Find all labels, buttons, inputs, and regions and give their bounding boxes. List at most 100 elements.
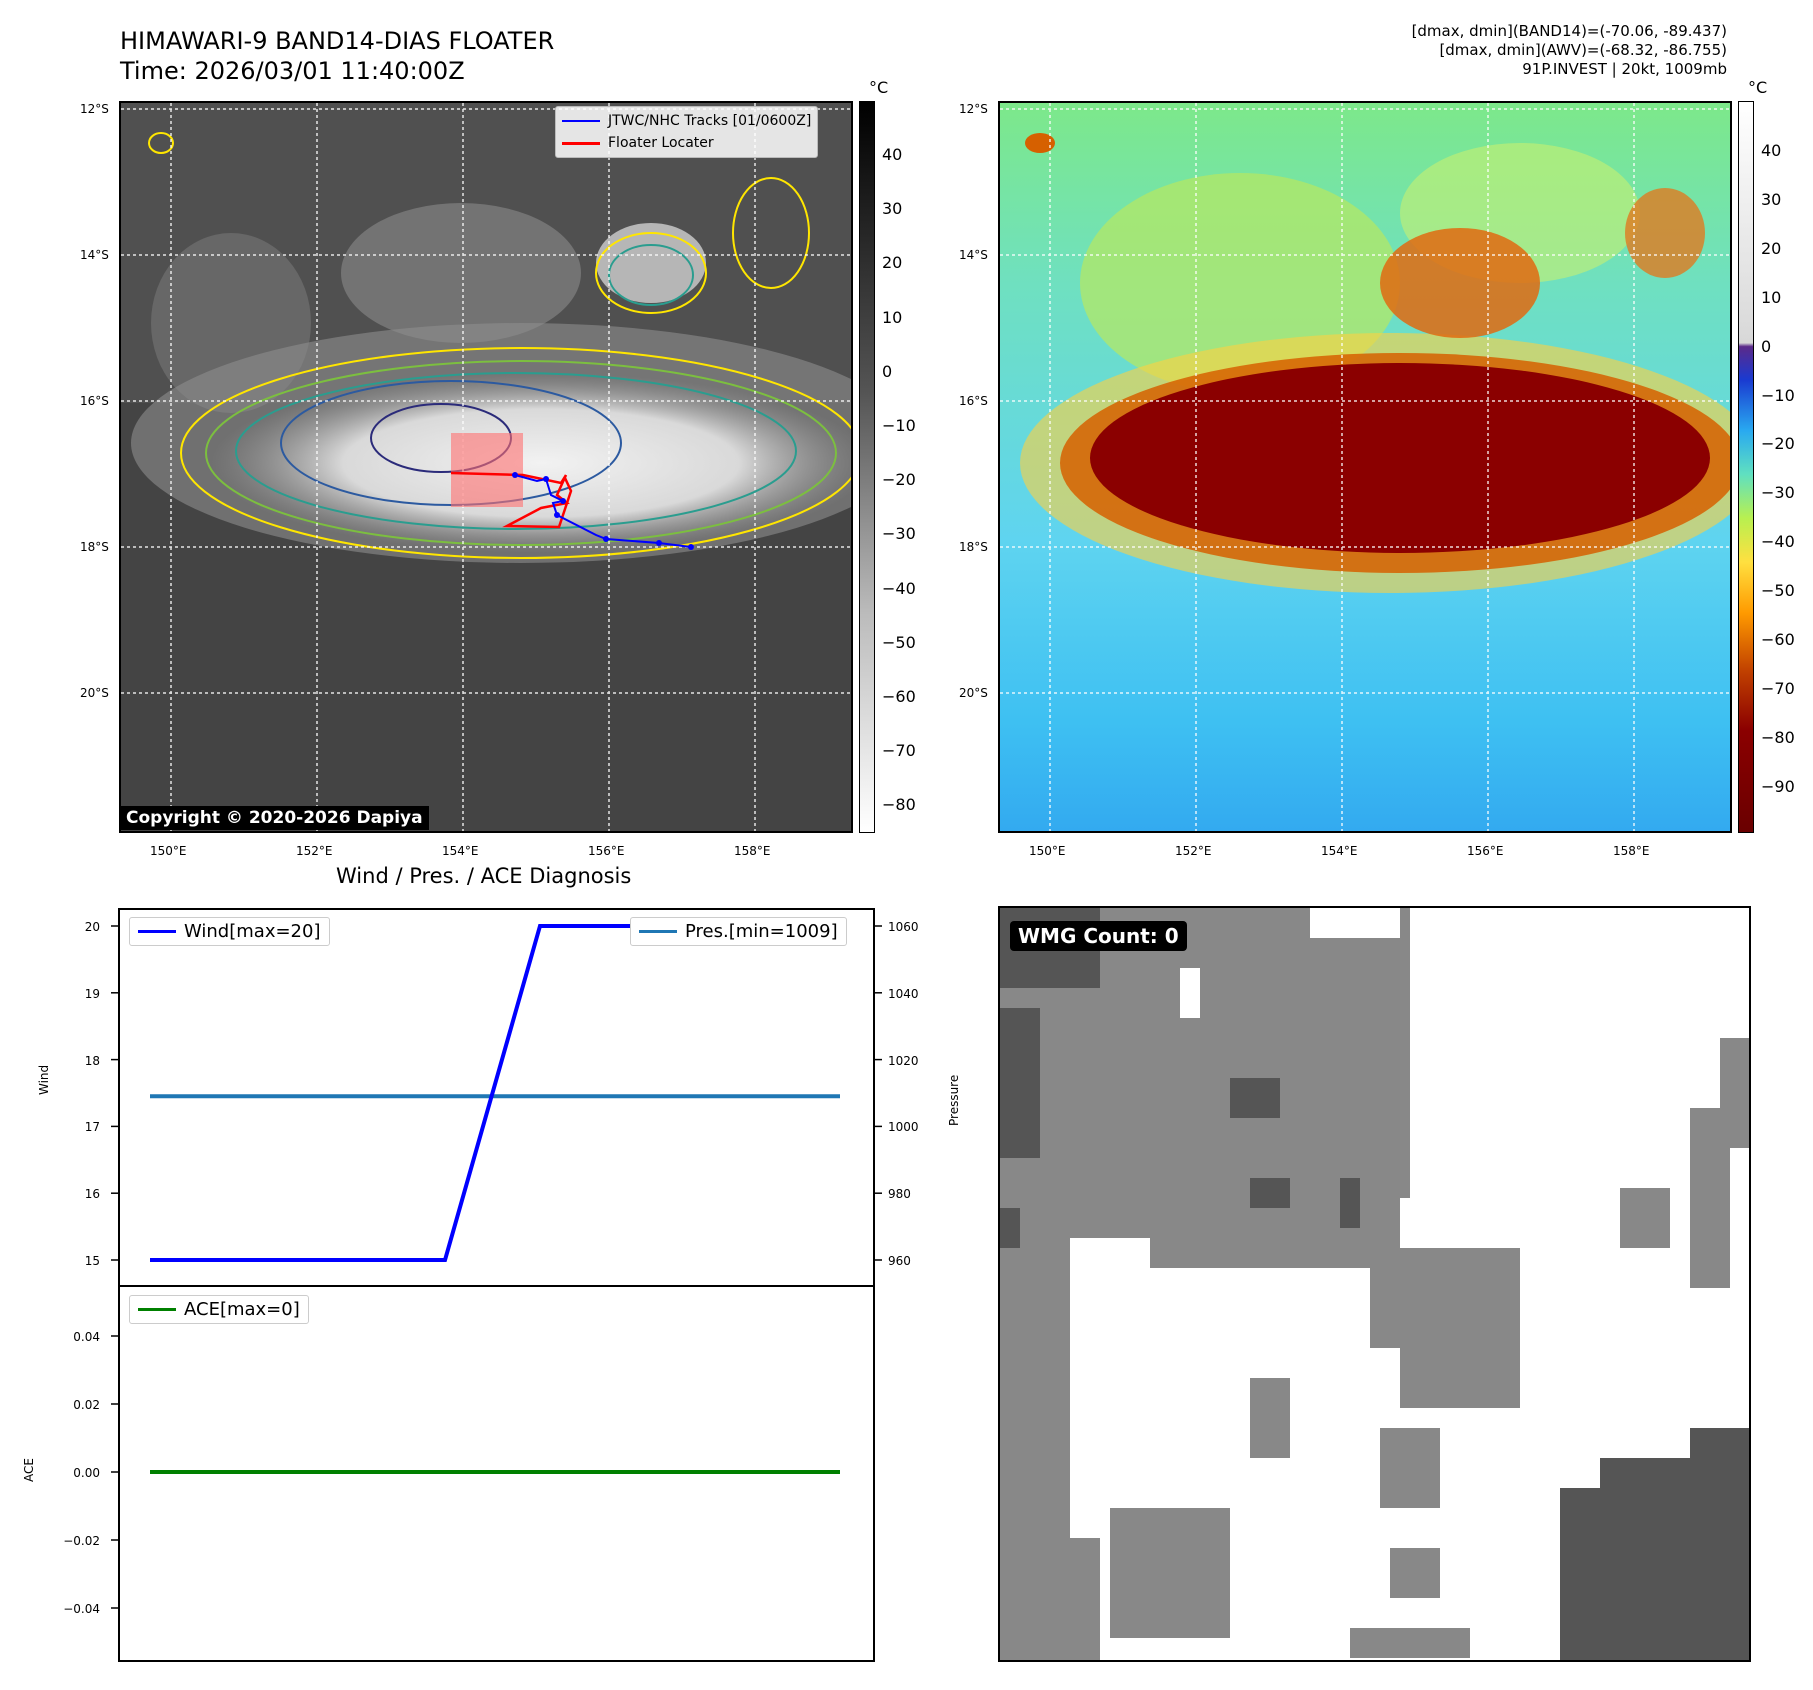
pres-legend-swatch bbox=[639, 930, 677, 933]
info-line-3: 91P.INVEST | 20kt, 1009mb bbox=[1522, 60, 1727, 78]
gray-colorbar bbox=[859, 101, 875, 833]
wind-tick-label-2: 18 bbox=[84, 1053, 100, 1068]
color-colorbar bbox=[1738, 101, 1754, 833]
color-colorbar-tick-1: 30 bbox=[1761, 189, 1782, 209]
wind-axis-label: Wind bbox=[37, 1064, 51, 1095]
contour-teal bbox=[235, 372, 797, 530]
contour-yellow bbox=[180, 347, 851, 559]
lat-tick-20s-left: 20°S bbox=[80, 686, 109, 700]
color-coldest-core bbox=[1090, 363, 1710, 553]
color-colorbar-tick-11: −70 bbox=[1761, 678, 1795, 698]
pres-tick-label-4: 980 bbox=[888, 1187, 911, 1202]
color-ne-cell bbox=[1625, 188, 1705, 278]
color-colorbar-tick-9: −50 bbox=[1761, 581, 1795, 601]
gray-colorbar-tick-4: 0 bbox=[882, 361, 893, 381]
contour-nw-yellow bbox=[148, 132, 174, 154]
contour-north-teal bbox=[608, 244, 694, 306]
cloud-north bbox=[596, 223, 706, 303]
title-line-2: Time: 2026/03/01 11:40:00Z bbox=[120, 57, 465, 85]
color-colorbar-unit: °C bbox=[1748, 78, 1768, 97]
info-block: [dmax, dmin](BAND14)=(-70.06, -89.437) [… bbox=[1412, 22, 1727, 79]
gray-colorbar-tick-3: 10 bbox=[882, 307, 903, 327]
color-colorbar-tick-5: −10 bbox=[1761, 385, 1795, 405]
color-map-gridlines bbox=[1000, 103, 1730, 831]
ace-tick-label-2: 0.00 bbox=[73, 1466, 100, 1480]
gray-colorbar-tick-8: −40 bbox=[882, 578, 916, 598]
map-legend: JTWC/NHC Tracks [01/0600Z] Floater Locat… bbox=[555, 106, 819, 158]
gray-colorbar-tick-1: 30 bbox=[882, 199, 903, 219]
diagnosis-title: Wind / Pres. / ACE Diagnosis bbox=[336, 864, 632, 888]
lat-tick-16s-right: 16°S bbox=[959, 394, 988, 408]
color-nw-cell bbox=[1025, 133, 1055, 153]
legend-swatch-track bbox=[562, 120, 600, 122]
color-colorbar-tick-2: 20 bbox=[1761, 238, 1782, 258]
lon-tick-150e-right: 150°E bbox=[1029, 844, 1066, 858]
lat-tick-12s-left: 12°S bbox=[80, 102, 109, 116]
pres-legend-label: Pres.[min=1009] bbox=[685, 921, 838, 942]
color-colorbar-tick-0: 40 bbox=[1761, 141, 1782, 160]
lat-tick-18s-right: 18°S bbox=[959, 540, 988, 554]
lon-tick-152e-left: 152°E bbox=[296, 844, 333, 858]
lon-tick-158e-left: 158°E bbox=[734, 844, 771, 858]
wind-legend-label: Wind[max=20] bbox=[184, 921, 321, 942]
legend-label-floater: Floater Locater bbox=[608, 135, 714, 151]
wind-tick-label-3: 17 bbox=[84, 1120, 100, 1135]
gray-colorbar-tick-5: −10 bbox=[882, 416, 916, 435]
cirrus-patch bbox=[341, 203, 581, 343]
floater-box bbox=[451, 433, 523, 507]
pres-tick-marks bbox=[874, 925, 882, 1261]
lat-tick-14s-right: 14°S bbox=[959, 248, 988, 262]
pres-tick-label-5: 960 bbox=[888, 1254, 911, 1268]
lon-tick-150e-left: 150°E bbox=[150, 844, 187, 858]
pres-tick-label-2: 1020 bbox=[888, 1053, 919, 1068]
contour-north-yellow bbox=[595, 232, 707, 314]
ace-legend: ACE[max=0] bbox=[129, 1295, 309, 1324]
gray-colorbar-tick-12: −80 bbox=[882, 795, 916, 815]
title-line-1: HIMAWARI-9 BAND14-DIAS FLOATER bbox=[120, 27, 555, 55]
color-colorbar-tick-3: 10 bbox=[1761, 287, 1782, 307]
wind-tick-label-1: 19 bbox=[84, 986, 100, 1001]
lat-tick-16s-left: 16°S bbox=[80, 394, 109, 408]
lat-tick-12s-right: 12°S bbox=[959, 102, 988, 116]
pres-axis-label: Pressure bbox=[947, 1074, 961, 1126]
ace-tick-label-1: 0.02 bbox=[73, 1398, 100, 1412]
ace-tick-marks bbox=[111, 1335, 119, 1609]
cloud-core bbox=[211, 373, 851, 553]
lat-tick-14s-left: 14°S bbox=[80, 248, 109, 262]
contour-green bbox=[205, 360, 837, 546]
lon-tick-152e-right: 152°E bbox=[1175, 844, 1212, 858]
color-colorbar-tick-6: −20 bbox=[1761, 434, 1795, 454]
ir-color-map[interactable] bbox=[998, 101, 1732, 833]
lon-tick-154e-left: 154°E bbox=[442, 844, 479, 858]
pres-tick-label-3: 1000 bbox=[888, 1120, 919, 1135]
wmg-white-regions bbox=[1090, 908, 1400, 1378]
info-line-1: [dmax, dmin](BAND14)=(-70.06, -89.437) bbox=[1411, 22, 1727, 40]
ace-axis-label: ACE bbox=[22, 1458, 36, 1482]
lon-tick-154e-right: 154°E bbox=[1321, 844, 1358, 858]
ace-tick-label-3: −0.02 bbox=[63, 1534, 100, 1548]
ir-gray-map-svg bbox=[121, 103, 851, 831]
ace-tick-label-4: −0.04 bbox=[63, 1602, 100, 1616]
ace-legend-swatch bbox=[138, 1308, 176, 1311]
ace-tick-label-0: 0.04 bbox=[73, 1330, 100, 1344]
gray-colorbar-tick-6: −20 bbox=[882, 470, 916, 490]
wind-tick-marks bbox=[111, 925, 119, 1261]
ace-legend-label: ACE[max=0] bbox=[184, 1299, 300, 1320]
gray-colorbar-unit: °C bbox=[869, 78, 889, 97]
wmg-panel[interactable] bbox=[998, 906, 1751, 1662]
legend-row-tracks: JTWC/NHC Tracks [01/0600Z] bbox=[562, 110, 811, 132]
contour-ne-yellow bbox=[732, 177, 810, 289]
diagnosis-chart bbox=[111, 908, 882, 1662]
ir-gray-map[interactable] bbox=[119, 101, 853, 833]
color-colorbar-tick-4: 0 bbox=[1761, 336, 1772, 356]
wmg-svg bbox=[1000, 908, 1749, 1660]
legend-label-tracks: JTWC/NHC Tracks [01/0600Z] bbox=[608, 113, 812, 129]
copyright-badge: Copyright © 2020-2026 Dapiya bbox=[120, 806, 429, 830]
color-colorbar-tick-12: −80 bbox=[1761, 727, 1795, 747]
color-colorbar-tick-7: −30 bbox=[1761, 483, 1795, 503]
wind-legend-swatch bbox=[138, 930, 176, 933]
lat-tick-20s-right: 20°S bbox=[959, 686, 988, 700]
gray-colorbar-tick-2: 20 bbox=[882, 253, 903, 273]
color-colorbar-tick-13: −90 bbox=[1761, 776, 1795, 796]
wind-tick-label-5: 15 bbox=[84, 1254, 100, 1268]
